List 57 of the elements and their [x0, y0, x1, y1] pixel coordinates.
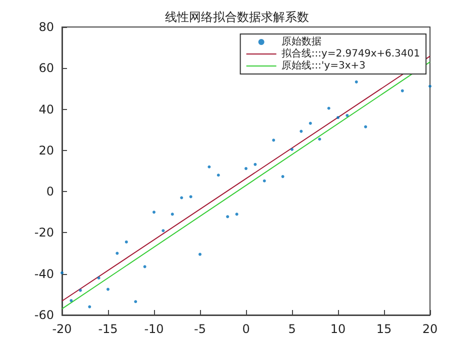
point — [152, 210, 156, 214]
y-tick-label: -40 — [34, 266, 54, 281]
point — [262, 179, 266, 182]
y-tick-label: 60 — [38, 61, 54, 76]
y-tick-label: 40 — [38, 102, 54, 116]
point — [272, 138, 276, 142]
chart-title: 线性网络拟合数据求解系数 — [165, 10, 309, 24]
point — [134, 300, 138, 304]
point — [170, 212, 174, 216]
point — [400, 89, 404, 92]
y-tick-label: -20 — [34, 226, 54, 240]
point — [208, 165, 211, 168]
point — [60, 271, 64, 274]
point — [106, 288, 110, 291]
point — [346, 114, 349, 117]
point — [143, 265, 146, 268]
x-tick-label: -10 — [144, 322, 164, 336]
point — [97, 276, 100, 280]
y-tick-label: 20 — [38, 143, 54, 158]
x-tick-label: -20 — [52, 322, 72, 336]
x-tick-label: -5 — [194, 322, 206, 336]
point — [198, 252, 202, 256]
point — [162, 229, 165, 232]
point — [336, 116, 340, 120]
point — [290, 148, 294, 151]
point — [180, 196, 184, 200]
x-tick-label: 10 — [330, 322, 346, 336]
point — [124, 240, 128, 244]
point — [88, 305, 92, 308]
x-tick-label: 15 — [376, 322, 392, 336]
x-tick-label: -15 — [98, 322, 118, 336]
point — [318, 138, 322, 141]
point — [327, 106, 330, 110]
point — [308, 122, 312, 125]
point — [189, 195, 192, 198]
legend-label: 原始数据 — [281, 36, 322, 48]
legend-label: 拟合线:::y=2.9749x+6.3401 — [281, 48, 420, 60]
y-tick-label: -60 — [34, 308, 54, 322]
point — [116, 252, 119, 255]
legend-label: 原始线:::'y=3x+3 — [281, 60, 366, 72]
point — [254, 162, 257, 166]
point — [281, 175, 284, 178]
point — [244, 167, 248, 170]
y-tick-label: 0 — [46, 184, 54, 199]
x-tick-label: 20 — [422, 322, 438, 336]
point — [70, 299, 73, 302]
x-tick-label: 5 — [288, 322, 296, 336]
point — [364, 125, 368, 128]
point — [226, 215, 230, 218]
point — [428, 84, 432, 88]
point — [78, 288, 82, 292]
point — [235, 212, 238, 216]
point — [216, 174, 220, 177]
point — [354, 80, 358, 84]
x-tick-label: 0 — [242, 322, 250, 336]
point — [300, 130, 303, 133]
y-tick-label: 80 — [38, 20, 54, 34]
